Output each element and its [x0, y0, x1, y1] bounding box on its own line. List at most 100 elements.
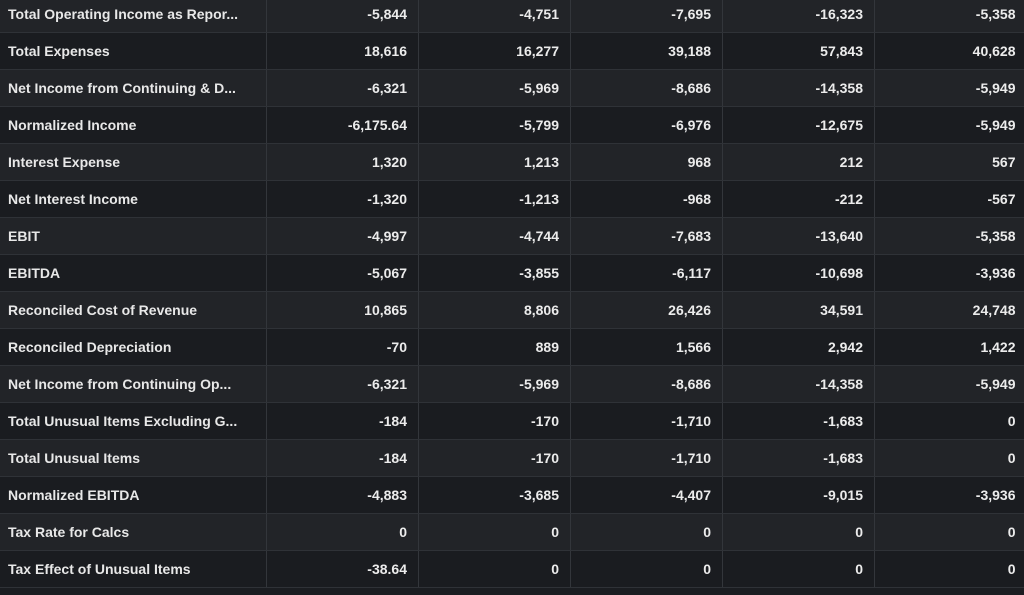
row-value-cell: -7,695	[570, 0, 723, 33]
table-row[interactable]: EBIT -4,997 -4,744 -7,683 -13,640 -5,358	[0, 217, 1024, 255]
row-value-cell: 0	[418, 513, 571, 551]
row-value-cell: 10,865	[266, 291, 419, 329]
row-value-cell: -567	[874, 180, 1024, 218]
table-row[interactable]: EBITDA -5,067 -3,855 -6,117 -10,698 -3,936	[0, 254, 1024, 292]
row-value-cell: 40,628	[874, 32, 1024, 70]
row-value-cell: -4,997	[266, 217, 419, 255]
row-value-cell: -12,675	[722, 106, 875, 144]
row-value-cell: -184	[266, 439, 419, 477]
row-value-cell: -1,710	[570, 439, 723, 477]
row-value-cell: -5,949	[874, 69, 1024, 107]
row-value-cell: -3,936	[874, 254, 1024, 292]
table-row[interactable]: Total Expenses 18,616 16,277 39,188 57,843 40…	[0, 32, 1024, 70]
row-value-cell: 57,843	[722, 32, 875, 70]
row-value-cell: 0	[874, 439, 1024, 477]
row-value-cell: 1,213	[418, 143, 571, 181]
row-value-cell: -1,683	[722, 439, 875, 477]
row-value-cell: -8,686	[570, 69, 723, 107]
row-value-cell: 1,422	[874, 328, 1024, 366]
row-label: Interest Expense	[0, 143, 267, 181]
table-row[interactable]: Total Operating Income as Repor... -5,844…	[0, 0, 1024, 33]
row-value-cell: 567	[874, 143, 1024, 181]
row-value-cell: -212	[722, 180, 875, 218]
row-value-cell: -70	[266, 328, 419, 366]
row-value-cell: 0	[722, 513, 875, 551]
row-value-cell: -5,844	[266, 0, 419, 33]
row-label: Total Operating Income as Repor...	[0, 0, 267, 33]
row-value-cell: 0	[418, 550, 571, 588]
row-value-cell: 39,188	[570, 32, 723, 70]
table-row[interactable]: Reconciled Cost of Revenue 10,865 8,806 26,…	[0, 291, 1024, 329]
row-label: Reconciled Cost of Revenue	[0, 291, 267, 329]
row-value-cell: -1,213	[418, 180, 571, 218]
row-label: Total Expenses	[0, 32, 267, 70]
row-value-cell: 16,277	[418, 32, 571, 70]
row-value-cell: -38.64	[266, 550, 419, 588]
row-value-cell: 968	[570, 143, 723, 181]
row-value-cell: 0	[570, 550, 723, 588]
row-label: Tax Effect of Unusual Items	[0, 550, 267, 588]
row-value-cell: 212	[722, 143, 875, 181]
row-value-cell: -14,358	[722, 365, 875, 403]
row-value-cell: -6,117	[570, 254, 723, 292]
row-value-cell: -3,685	[418, 476, 571, 514]
row-label: EBITDA	[0, 254, 267, 292]
row-label: Net Income from Continuing & D...	[0, 69, 267, 107]
row-label: Net Income from Continuing Op...	[0, 365, 267, 403]
row-value-cell: -6,321	[266, 69, 419, 107]
row-value-cell: -6,321	[266, 365, 419, 403]
table-row[interactable]: Reconciled Depreciation -70 889 1,566 2,942 1…	[0, 328, 1024, 366]
row-value-cell: -5,949	[874, 106, 1024, 144]
table-row[interactable]: Normalized Income -6,175.64 -5,799 -6,976 -1…	[0, 106, 1024, 144]
row-value-cell: -170	[418, 402, 571, 440]
row-value-cell: -5,969	[418, 365, 571, 403]
row-value-cell: -3,855	[418, 254, 571, 292]
row-value-cell: -16,323	[722, 0, 875, 33]
table-row[interactable]: Interest Expense 1,320 1,213 968 212 567	[0, 143, 1024, 181]
row-label: Reconciled Depreciation	[0, 328, 267, 366]
row-value-cell: -5,358	[874, 217, 1024, 255]
row-label: Total Unusual Items Excluding G...	[0, 402, 267, 440]
row-value-cell: 2,942	[722, 328, 875, 366]
row-value-cell: -5,067	[266, 254, 419, 292]
row-value-cell: -170	[418, 439, 571, 477]
row-label: Total Unusual Items	[0, 439, 267, 477]
row-value-cell: 1,320	[266, 143, 419, 181]
row-value-cell: -14,358	[722, 69, 875, 107]
row-value-cell: -6,976	[570, 106, 723, 144]
row-value-cell: 0	[722, 550, 875, 588]
row-label: Tax Rate for Calcs	[0, 513, 267, 551]
row-value-cell: 0	[874, 550, 1024, 588]
table-row[interactable]: Total Unusual Items -184 -170 -1,710 -1,683 0	[0, 439, 1024, 477]
table-row[interactable]: Net Income from Continuing & D... -6,321-…	[0, 69, 1024, 107]
row-label: Net Interest Income	[0, 180, 267, 218]
row-value-cell: -1,683	[722, 402, 875, 440]
row-value-cell: -1,710	[570, 402, 723, 440]
table-row[interactable]: Normalized EBITDA -4,883 -3,685 -4,407 -9,01…	[0, 476, 1024, 514]
table-row[interactable]: Total Unusual Items Excluding G... -184 -1…	[0, 402, 1024, 440]
row-value-cell: -7,683	[570, 217, 723, 255]
row-label: Normalized Income	[0, 106, 267, 144]
row-label: Normalized EBITDA	[0, 476, 267, 514]
row-value-cell: 0	[874, 513, 1024, 551]
table-row[interactable]: Tax Effect of Unusual Items -38.64 0 0 0 0	[0, 550, 1024, 588]
row-value-cell: 24,748	[874, 291, 1024, 329]
row-value-cell: -968	[570, 180, 723, 218]
row-value-cell: -4,744	[418, 217, 571, 255]
row-value-cell: -5,969	[418, 69, 571, 107]
row-value-cell: 18,616	[266, 32, 419, 70]
row-value-cell: 0	[570, 513, 723, 551]
row-label: EBIT	[0, 217, 267, 255]
row-value-cell: -6,175.64	[266, 106, 419, 144]
row-value-cell: -5,358	[874, 0, 1024, 33]
row-value-cell: -5,949	[874, 365, 1024, 403]
row-value-cell: -3,936	[874, 476, 1024, 514]
table-row[interactable]: Net Interest Income -1,320 -1,213 -968 -212-…	[0, 180, 1024, 218]
row-value-cell: -5,799	[418, 106, 571, 144]
table-row[interactable]: Net Income from Continuing Op... -6,321 -5…	[0, 365, 1024, 403]
row-value-cell: 0	[874, 402, 1024, 440]
table-row[interactable]: Tax Rate for Calcs 0 0 0 0 0	[0, 513, 1024, 551]
row-value-cell: 889	[418, 328, 571, 366]
